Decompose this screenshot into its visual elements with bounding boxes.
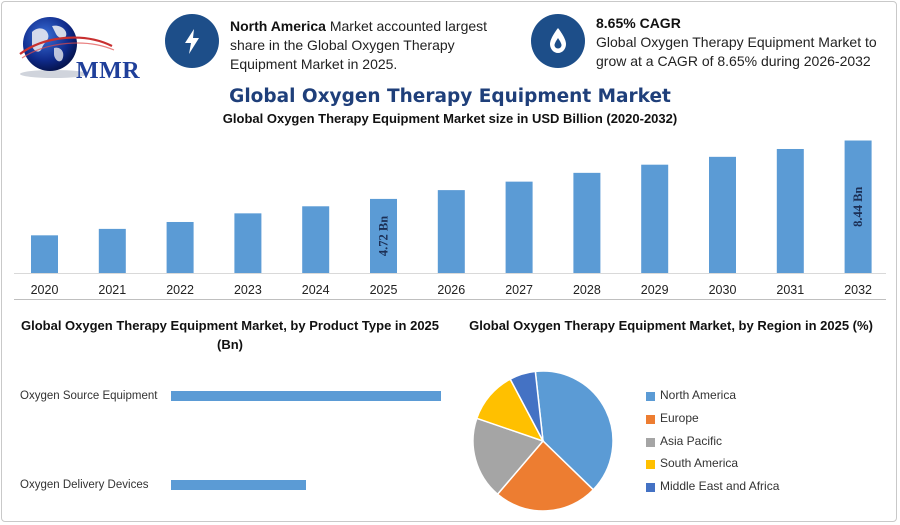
info-cagr-text: Global Oxygen Therapy Equipment Market t… [596, 34, 877, 69]
x-tick-label: 2030 [709, 283, 737, 297]
legend-swatch [646, 460, 655, 470]
x-tick-label: 2022 [166, 283, 194, 297]
x-tick-label: 2027 [505, 283, 533, 297]
legend-swatch [646, 392, 655, 401]
pie-slice-europe [496, 439, 595, 512]
bar-2031 [776, 148, 804, 273]
logo-text: MMR [76, 58, 141, 84]
bar-2020 [31, 235, 58, 273]
bar-2029 [641, 164, 669, 273]
product-category-label: Oxygen Delivery Devices [20, 479, 149, 491]
bar-2027 [505, 181, 533, 273]
pie-slice-middle-east-and-africa [509, 370, 544, 442]
x-tick-label: 2024 [302, 283, 330, 297]
x-tick-label: 2026 [437, 283, 465, 297]
product-type-chart-title: Global Oxygen Therapy Equipment Market, … [20, 318, 440, 352]
legend-label: Asia Pacific [660, 433, 723, 448]
mmr-logo: MMR [14, 14, 140, 84]
globe-icon [19, 17, 115, 78]
bar-data-label: 8.44 Bn [851, 187, 865, 227]
x-tick-label: 2023 [234, 283, 262, 297]
info-north-america-bold: North America [230, 18, 326, 34]
legend-label: South America [660, 456, 739, 471]
info-north-america-text: Market accounted largest share in the Gl… [230, 18, 488, 72]
x-tick-label: 2020 [31, 283, 59, 297]
pie-slice-north-america [534, 370, 614, 491]
bar-2030 [709, 156, 736, 273]
info-cagr: 8.65% CAGR Global Oxygen Therapy Equipme… [596, 14, 886, 71]
bar-2021 [98, 228, 126, 273]
bar-2028 [573, 172, 601, 273]
legend-label: Middle East and Africa [660, 479, 780, 494]
legend-swatch [646, 437, 655, 447]
bar-2024 [302, 206, 330, 273]
x-tick-label: 2029 [641, 283, 669, 297]
market-size-bar-chart: 2020 2021 2022 2023 2024 2025 4.72 Bn 2026 2027 2… [14, 140, 886, 297]
x-tick-label: 2025 [370, 283, 398, 297]
bar-2023 [234, 213, 262, 273]
pie-slice-asia-pacific [472, 417, 545, 496]
section-divider [14, 299, 886, 300]
legend-swatch [646, 483, 655, 493]
bar-chart-title: Global Oxygen Therapy Equipment Market s… [222, 111, 678, 126]
x-tick-label: 2028 [573, 283, 601, 297]
legend-label: North America [660, 388, 737, 402]
x-tick-label: 2032 [844, 283, 872, 297]
product-bar [171, 391, 441, 401]
product-category-label: Oxygen Source Equipment [20, 390, 158, 402]
droplet-icon [531, 14, 585, 68]
lightning-icon [165, 14, 219, 68]
bar-2026 [437, 190, 465, 273]
bar-2022 [166, 221, 194, 273]
bar-2025 [370, 198, 397, 273]
page-title: Global Oxygen Therapy Equipment Market [229, 86, 671, 107]
x-tick-label: 2031 [776, 283, 804, 297]
product-bar [171, 480, 306, 490]
region-pie-chart [472, 370, 614, 512]
bar-2032 [844, 140, 872, 273]
x-tick-label: 2021 [98, 283, 126, 297]
region-chart-title: Global Oxygen Therapy Equipment Market, … [469, 318, 873, 333]
info-north-america: North America Market accounted largest s… [230, 17, 510, 74]
product-type-bar-chart: Oxygen Source Equipment Oxygen Delivery D… [0, 340, 450, 510]
info-cagr-bold: 8.65% CAGR [596, 15, 681, 31]
legend-label: Europe [660, 410, 699, 425]
legend-swatch [646, 414, 655, 424]
bar-data-label: 4.72 Bn [377, 216, 391, 256]
